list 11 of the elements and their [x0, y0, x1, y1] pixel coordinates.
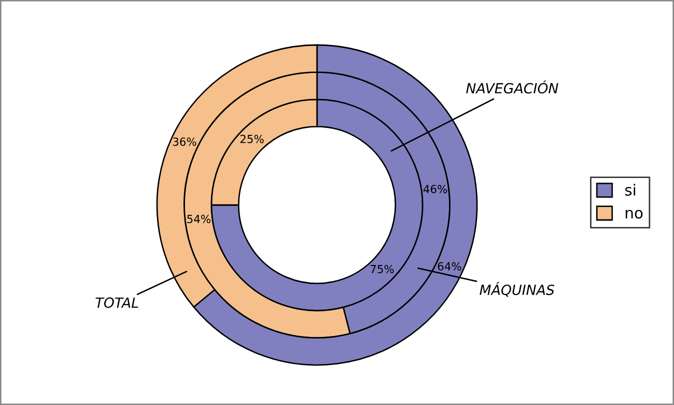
data-label: 25%: [240, 134, 264, 144]
legend-label: no: [626, 210, 643, 219]
data-label: 64%: [438, 262, 462, 271]
slice-label: MÁQUINAS: [480, 282, 554, 297]
data-label: 46%: [423, 184, 447, 194]
data-label: 36%: [173, 137, 196, 146]
legend-label: si: [625, 184, 636, 196]
data-label: 75%: [370, 264, 394, 274]
slice-label: TOTAL: [96, 297, 138, 308]
slice-label: NAVEGACIÓN: [466, 80, 558, 94]
data-label: 54%: [187, 214, 210, 224]
